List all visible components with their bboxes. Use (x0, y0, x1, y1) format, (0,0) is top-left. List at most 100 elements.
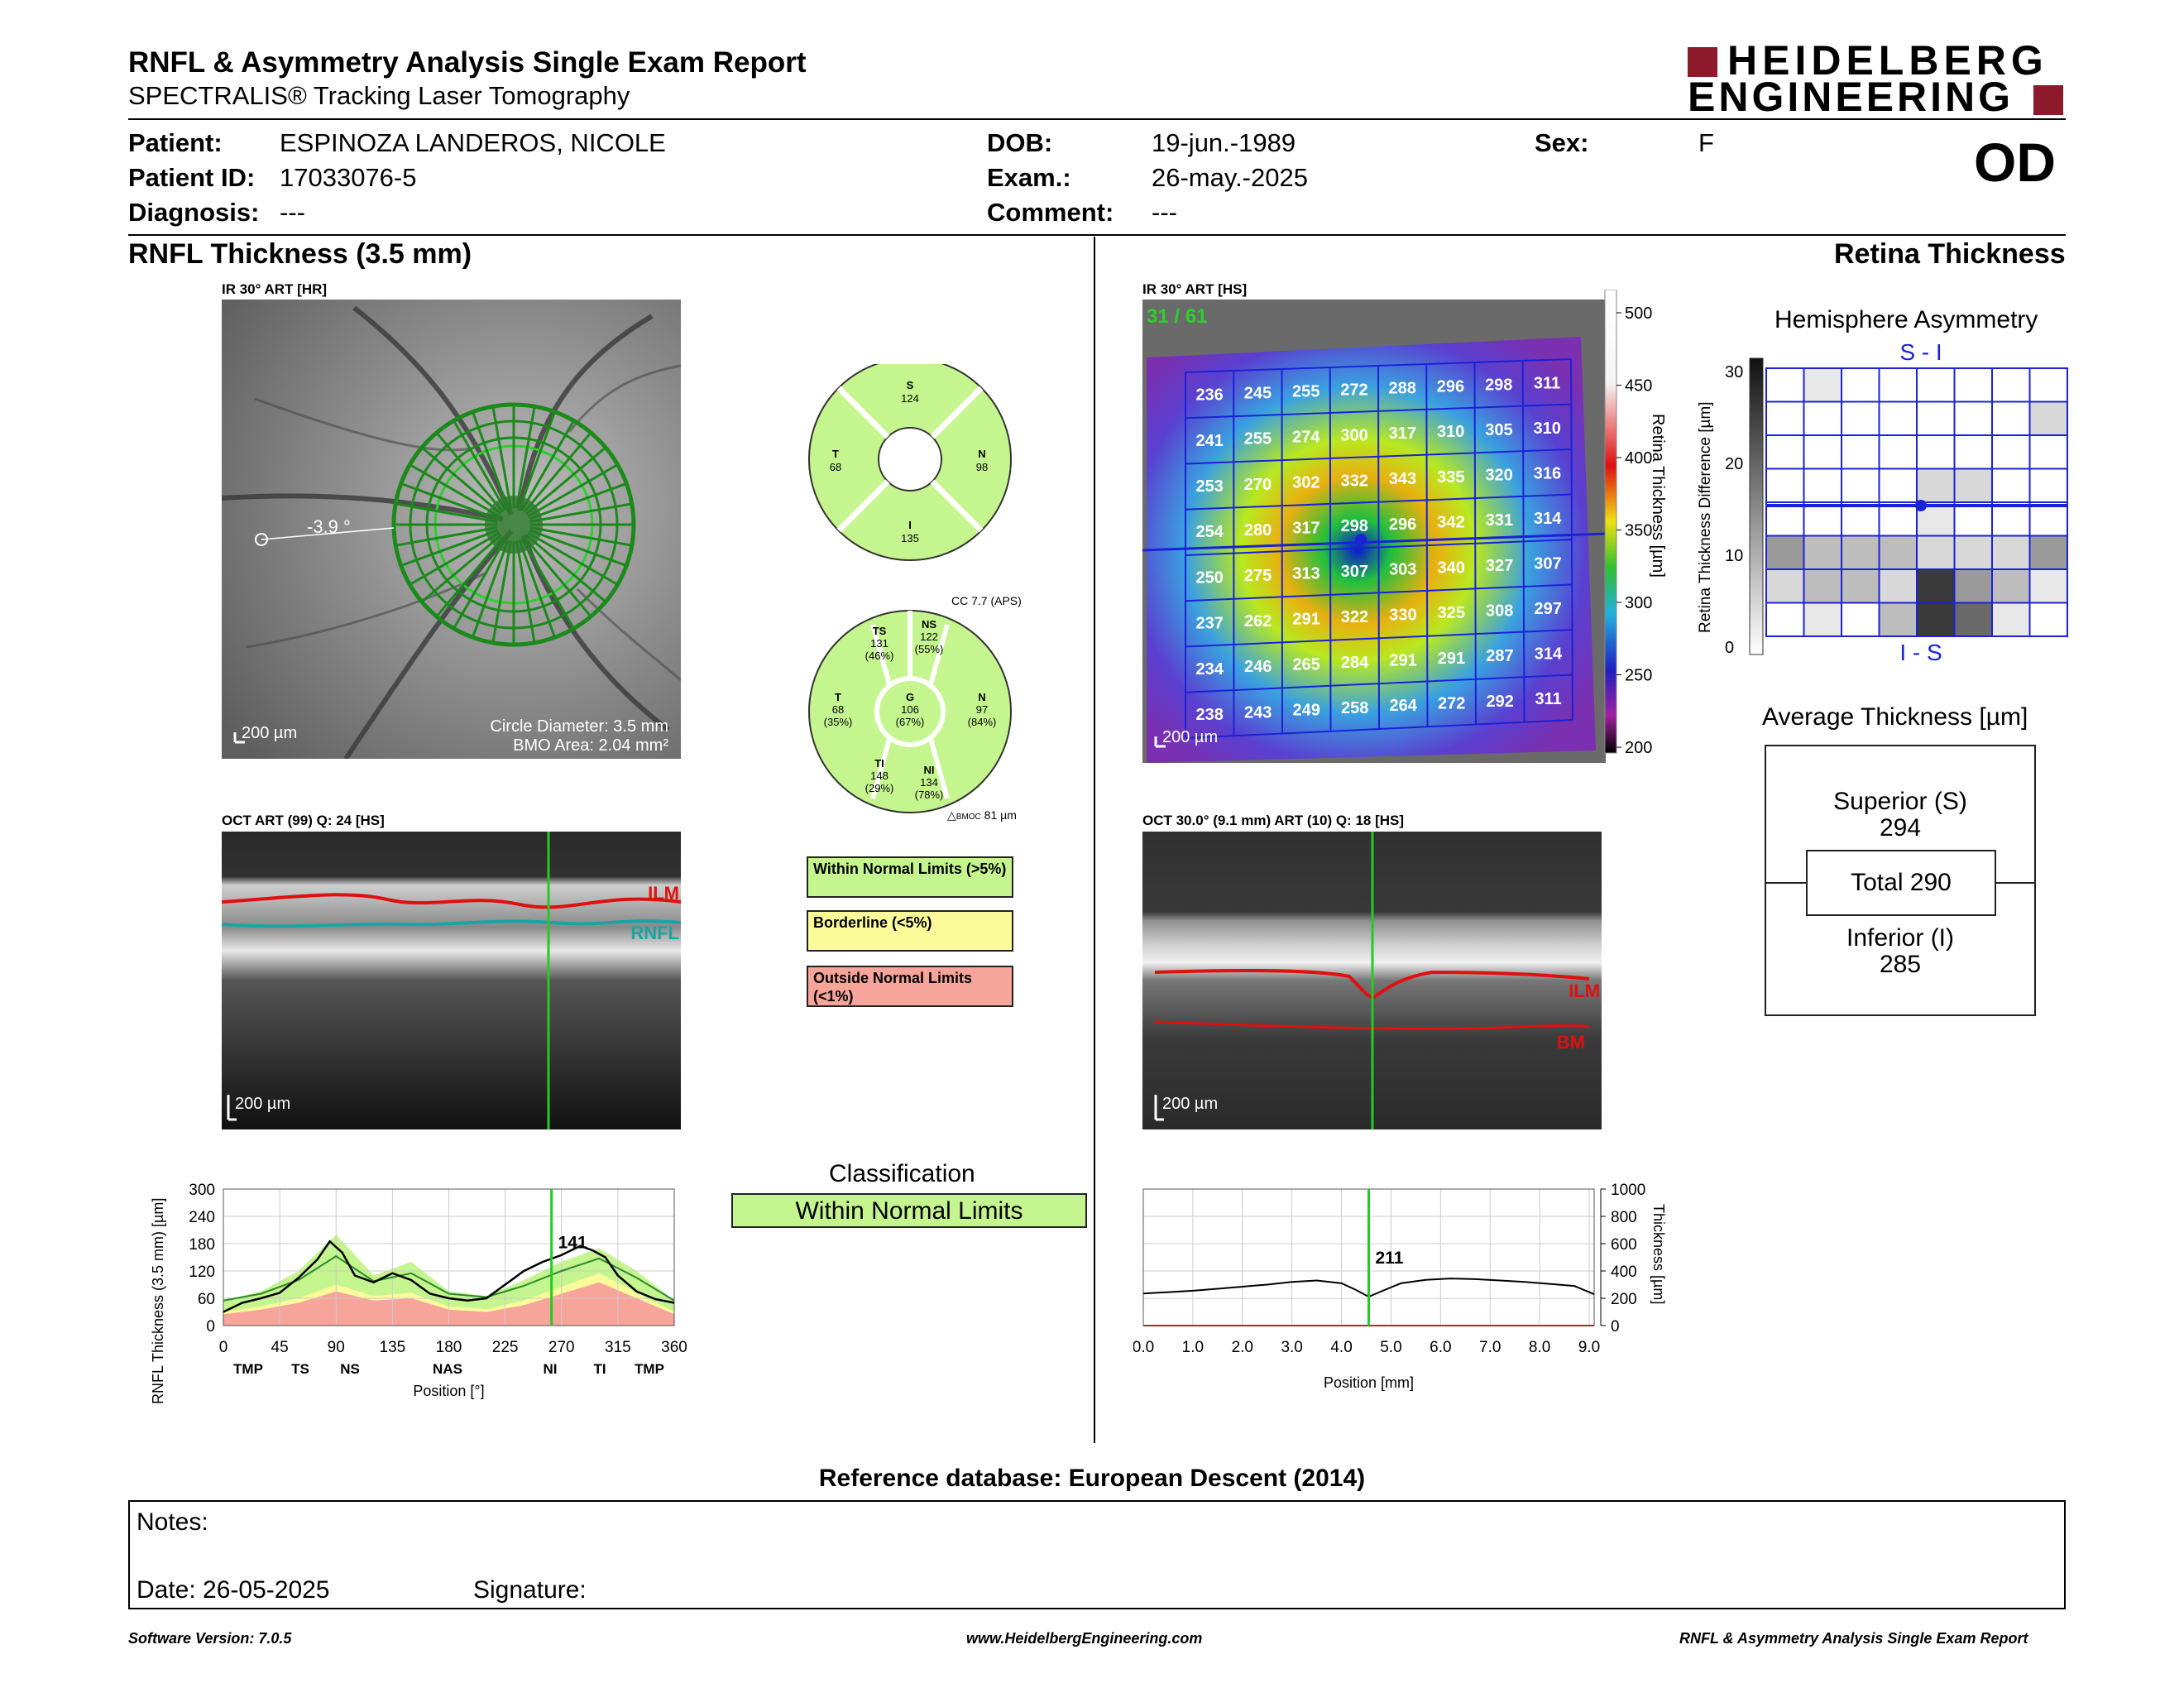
asymmetry-cell (2028, 367, 2068, 403)
sex-label: Sex: (1535, 128, 1589, 157)
retina-grid-value: 287 (1486, 647, 1513, 665)
asymmetry-cell (1878, 400, 1918, 436)
retina-grid-line (1185, 674, 1573, 693)
retina-grid-value: 243 (1244, 703, 1272, 722)
y-tick-label: 180 (189, 1236, 215, 1254)
retina-grid-value: 255 (1292, 383, 1320, 401)
exam-label: Exam.: (987, 163, 1071, 192)
bmo-area-label: BMO Area: 2.04 mm² (513, 736, 668, 755)
asymmetry-cell (1803, 501, 1842, 537)
retina-grid-value: 302 (1292, 474, 1320, 492)
asymmetry-cell (1991, 501, 2031, 537)
asymmetry-tick-label: 0 (1725, 639, 1734, 657)
retina-grid-value: 317 (1292, 520, 1320, 538)
retina-ir-label: IR 30° ART [HS] (1142, 281, 1248, 297)
scan-spoke (518, 411, 557, 510)
retina-grid-value: 237 (1196, 615, 1224, 633)
asymmetry-cell (2028, 400, 2068, 436)
retina-grid-value: 280 (1244, 521, 1272, 539)
scan-spoke (523, 431, 592, 513)
x-tick-label: 90 (328, 1339, 345, 1356)
scan-spoke (491, 540, 513, 644)
retina-grid-value: 311 (1534, 374, 1560, 392)
borderline-band (223, 1273, 674, 1315)
asymmetry-cell (1991, 535, 2031, 570)
x-tick-label: 135 (380, 1339, 406, 1356)
retina-grid-value: 308 (1486, 602, 1513, 621)
asymmetry-cell (1841, 602, 1880, 637)
exam-date: 26-may.-2025 (1152, 163, 1308, 192)
retina-grid-value: 297 (1534, 600, 1561, 618)
svg-text:N: N (978, 448, 985, 460)
asymmetry-cell (1878, 602, 1918, 637)
retina-marker-value: 211 (1376, 1249, 1404, 1268)
scan-spoke (529, 482, 627, 520)
scan-spoke (400, 482, 499, 520)
x-tick-label: 6.0 (1430, 1339, 1451, 1356)
x-tick-label: 8.0 (1529, 1339, 1550, 1356)
asymmetry-cell (1953, 568, 1993, 604)
retina-oct-label: OCT 30.0° (9.1 mm) ART (10) Q: 18 [HS] (1142, 813, 1405, 828)
scan-spoke (515, 540, 536, 644)
retina-grid-value: 325 (1438, 604, 1465, 622)
legend-within: Within Normal Limits (>5%) (807, 856, 1013, 898)
diagnosis-label: Diagnosis: (128, 198, 260, 227)
asymmetry-cell (1803, 468, 1842, 503)
retina-grid-value: 320 (1485, 467, 1512, 485)
sector-t-pct: (35%) (824, 716, 853, 728)
asymmetry-cell (1916, 535, 1956, 570)
scan-spoke (529, 525, 633, 547)
retina-grid-value: 322 (1341, 608, 1368, 626)
sector-n-value: 97 (976, 703, 988, 716)
asymmetry-cell (1803, 535, 1842, 570)
y-tick-label: 1000 (1611, 1183, 1645, 1199)
retina-grid-value: 307 (1341, 563, 1368, 581)
notes-box[interactable]: Notes: Date: 26-05-2025 Signature: (128, 1500, 2066, 1609)
retina-grid-value: 249 (1293, 702, 1320, 720)
retina-grid-line (1185, 583, 1573, 602)
rnfl-thickness-chart: 0 45 90 135 180 225 270 315 360 0 60 120 180 240 300 14… (150, 1183, 687, 1404)
asymmetry-cell (1953, 501, 1993, 537)
asymmetry-cell (1841, 468, 1880, 503)
x-tick-label: 45 (271, 1339, 289, 1356)
scan-spoke (435, 431, 505, 513)
quad-t-value: 68 (830, 461, 841, 473)
asymmetry-cell (1916, 568, 1956, 604)
rnfl-oct-label: OCT ART (99) Q: 24 [HS] (222, 813, 385, 828)
retina-grid-value: 296 (1437, 377, 1464, 396)
asymmetry-title: Hemisphere Asymmetry (1774, 306, 2038, 333)
rnfl-marker-value: 141 (558, 1234, 587, 1253)
comment: --- (1152, 198, 1177, 227)
inferior-label: Inferior (I) (1846, 924, 1955, 952)
sector-ts-pct: (46%) (865, 650, 894, 662)
scan-spoke (523, 536, 592, 618)
retina-grid-value: 236 (1195, 386, 1223, 405)
retina-grid-value: 330 (1389, 607, 1416, 625)
retina-oct-bm-label: BM (1557, 1032, 1585, 1053)
asymmetry-cell (1841, 568, 1880, 604)
scan-spoke (491, 405, 513, 509)
asymmetry-cell (2028, 535, 2068, 570)
asymmetry-cell (1953, 400, 1993, 436)
asymmetry-cell (2028, 434, 2068, 470)
comment-label: Comment: (987, 198, 1114, 227)
rnfl-chart-xlabel: Position [°] (413, 1383, 484, 1399)
website-link[interactable]: www.HeidelbergEngineering.com (966, 1630, 1203, 1647)
date-label: Date: 26-05-2025 (136, 1576, 330, 1604)
retina-grid-value: 307 (1534, 554, 1561, 573)
rnfl-oct-bscan: ILM RNFL 200 µm (222, 832, 681, 1129)
asymmetry-cell (1878, 434, 1918, 470)
x-tick-label: 2.0 (1232, 1339, 1253, 1356)
retina-grid-value: 296 (1389, 516, 1416, 534)
retina-grid-value: 327 (1486, 557, 1513, 575)
asymmetry-cell (1916, 602, 1956, 637)
sector-axis-label: NS (340, 1361, 360, 1377)
sector-ni-name: NI (924, 764, 935, 776)
x-tick-label: 0 (219, 1339, 228, 1356)
retina-grid-value: 314 (1535, 645, 1563, 664)
sector-t-value: 68 (832, 703, 844, 716)
scan-spoke (520, 420, 575, 511)
retina-grid-value: 254 (1195, 523, 1224, 541)
asymmetry-cell (1953, 468, 1993, 503)
